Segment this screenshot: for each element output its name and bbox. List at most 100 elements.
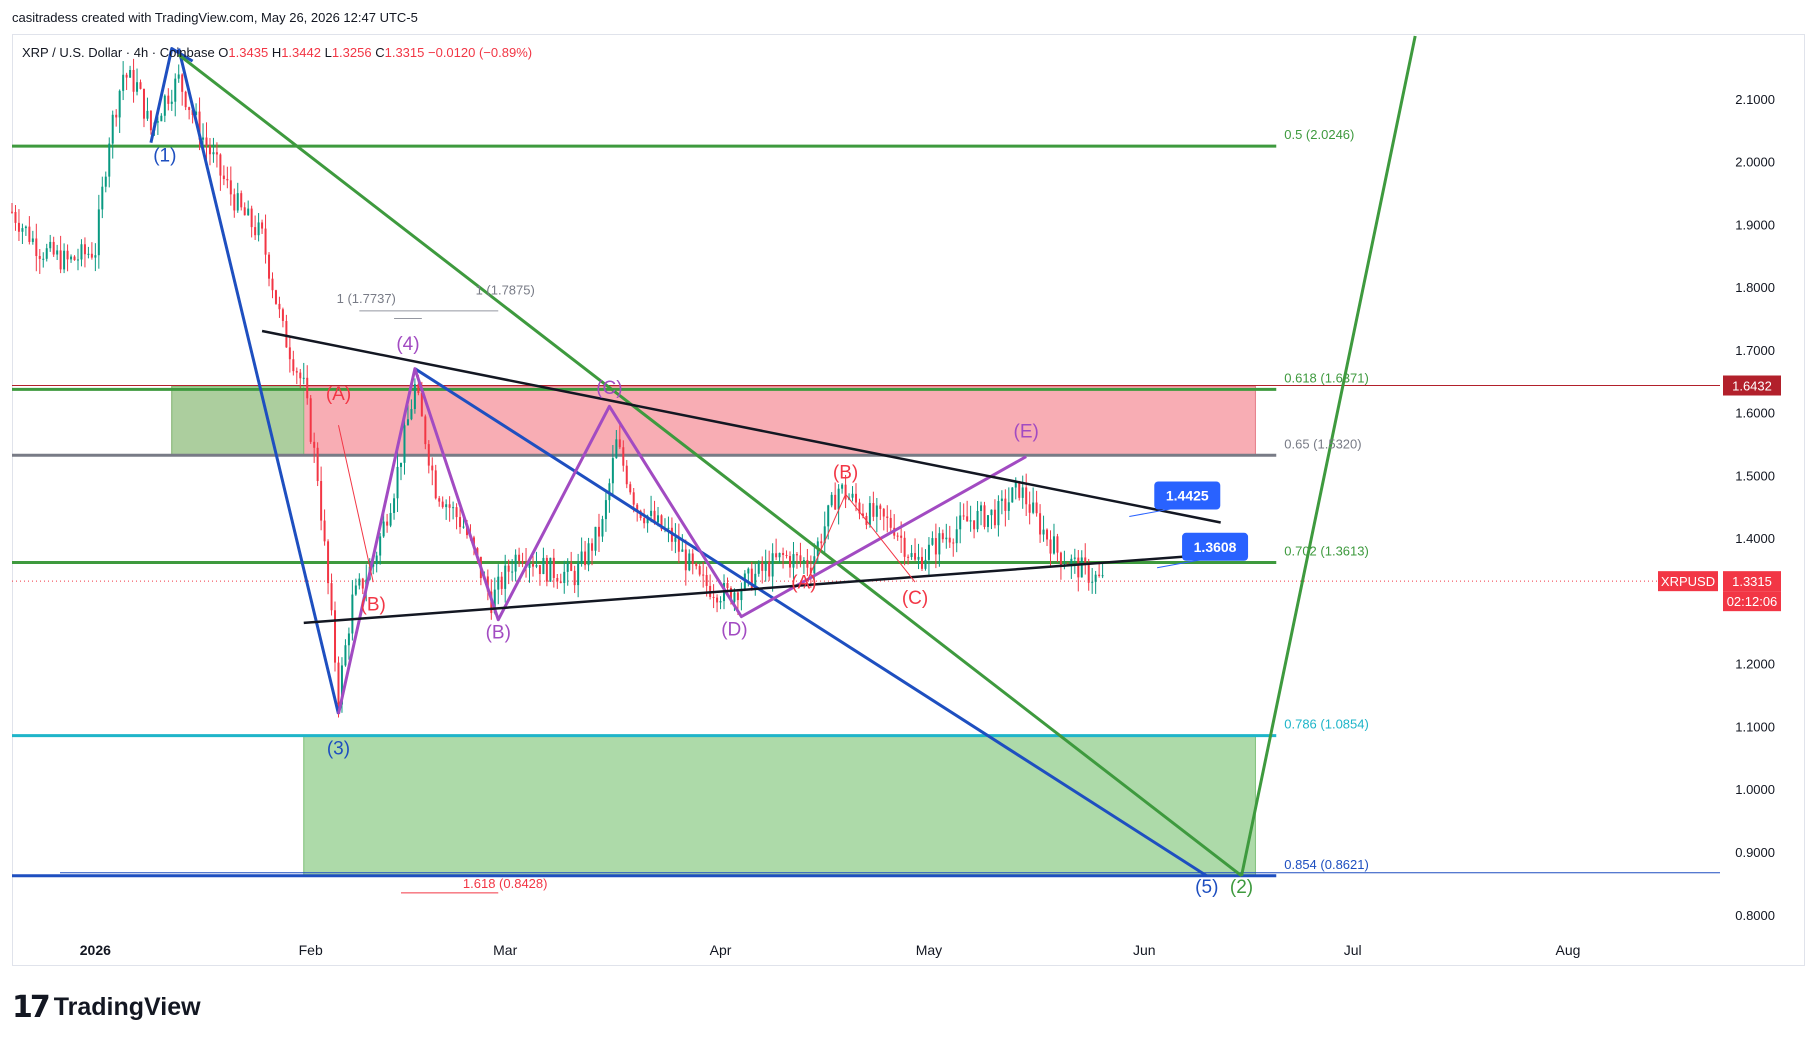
candle-body bbox=[917, 556, 920, 560]
sub-wave-line bbox=[337, 425, 374, 583]
wave-label: (B) bbox=[486, 623, 511, 644]
price-badge-label: 1.3315 bbox=[1732, 574, 1772, 589]
candle-body bbox=[257, 222, 260, 236]
candle-body bbox=[226, 178, 229, 181]
extension-label: 1 (1.7737) bbox=[337, 291, 396, 306]
candle-body bbox=[14, 211, 17, 223]
candle-body bbox=[834, 494, 837, 510]
candle-body bbox=[1084, 557, 1087, 563]
candle-body bbox=[104, 176, 107, 187]
candle-body bbox=[1070, 558, 1073, 567]
candle-body bbox=[910, 553, 913, 557]
lower-triangle-line bbox=[303, 552, 1221, 625]
candle-body bbox=[379, 536, 382, 556]
candle-body bbox=[174, 78, 177, 102]
candle-body bbox=[1077, 557, 1080, 578]
candle-body bbox=[222, 175, 225, 179]
candle-body bbox=[980, 505, 983, 511]
candle-body bbox=[653, 510, 656, 523]
wave-5-projection bbox=[414, 367, 1208, 878]
candle-body bbox=[247, 208, 250, 216]
candle-body bbox=[726, 583, 729, 589]
candle-body bbox=[420, 392, 423, 417]
candle-body bbox=[393, 498, 396, 513]
tradingview-logo[interactable]: 17 TradingView bbox=[12, 990, 201, 1025]
candle-body bbox=[861, 513, 864, 517]
candle-body bbox=[1004, 498, 1007, 511]
candle-body bbox=[528, 564, 531, 568]
candle-body bbox=[771, 553, 774, 577]
candle-body bbox=[302, 377, 305, 379]
y-tick-label: 1.9000 bbox=[1735, 217, 1775, 232]
y-tick-label: 1.0000 bbox=[1735, 782, 1775, 797]
candle-body bbox=[261, 222, 264, 229]
candle-body bbox=[632, 492, 635, 505]
y-tick-label: 1.8000 bbox=[1735, 280, 1775, 295]
y-tick-label: 1.1000 bbox=[1735, 719, 1775, 734]
candle-body bbox=[233, 194, 236, 211]
x-tick-label: Mar bbox=[493, 942, 517, 958]
candle-body bbox=[740, 588, 743, 601]
candle-body bbox=[504, 565, 507, 589]
candle-body bbox=[931, 538, 934, 545]
candle-body bbox=[775, 553, 778, 558]
candle-body bbox=[83, 244, 86, 255]
candle-body bbox=[802, 560, 805, 562]
candle-body bbox=[997, 501, 1000, 526]
candle-body bbox=[900, 535, 903, 538]
candle-body bbox=[441, 501, 444, 508]
candle-body bbox=[986, 515, 989, 527]
y-tick-label: 0.8000 bbox=[1735, 908, 1775, 923]
candle-body bbox=[903, 537, 906, 557]
candle-body bbox=[1035, 502, 1038, 514]
candle-body bbox=[941, 533, 944, 540]
high-label: H bbox=[271, 45, 282, 60]
symbol-legend[interactable]: XRP / U.S. Dollar · 4h · Coinbase O1.343… bbox=[22, 45, 532, 60]
wave-label: (A) bbox=[326, 384, 351, 405]
candle-body bbox=[361, 578, 364, 589]
wave-label: (4) bbox=[396, 334, 419, 355]
candle-body bbox=[90, 253, 93, 258]
candle-body bbox=[1021, 487, 1024, 498]
candle-body bbox=[837, 488, 840, 510]
candle-body bbox=[431, 465, 434, 471]
candle-body bbox=[42, 258, 45, 260]
candle-body bbox=[70, 256, 73, 260]
candle-body bbox=[1039, 513, 1042, 535]
candle-body bbox=[566, 562, 569, 572]
candle-body bbox=[896, 535, 899, 537]
candle-body bbox=[111, 114, 114, 144]
candle-body bbox=[320, 481, 323, 521]
candle-body bbox=[118, 90, 121, 118]
candle-body bbox=[274, 290, 277, 304]
candle-body bbox=[1049, 539, 1052, 554]
price-chart[interactable]: 0.5 (2.0246) 0.618 (1.6371) 0.65 (1.5320) 0… bbox=[0, 0, 1814, 980]
candle-body bbox=[1091, 581, 1094, 583]
candle-body bbox=[691, 553, 694, 564]
candle-body bbox=[695, 563, 698, 567]
candle-body bbox=[347, 633, 350, 646]
wave-label: (2) bbox=[1230, 877, 1253, 898]
candle-body bbox=[38, 256, 41, 259]
candle-body bbox=[268, 254, 271, 279]
countdown-label: 02:12:06 bbox=[1727, 594, 1778, 609]
x-tick-label: Aug bbox=[1556, 942, 1581, 958]
candle-body bbox=[799, 555, 802, 561]
y-tick-label: 1.2000 bbox=[1735, 657, 1775, 672]
fib-label: 0.5 (2.0246) bbox=[1284, 127, 1354, 142]
candle-body bbox=[674, 537, 677, 542]
change-value: −0.0120 (−0.89%) bbox=[428, 45, 533, 60]
candle-body bbox=[459, 517, 462, 528]
drawings bbox=[149, 35, 1417, 894]
candle-body bbox=[215, 152, 218, 155]
candle-body bbox=[521, 560, 524, 564]
candle-body bbox=[959, 515, 962, 530]
candle-body bbox=[292, 359, 295, 372]
candle-body bbox=[615, 439, 618, 459]
candle-body bbox=[875, 505, 878, 517]
x-tick-label: Jul bbox=[1344, 942, 1362, 958]
candle-body bbox=[768, 562, 771, 577]
candle-body bbox=[625, 465, 628, 485]
wave-label: (A) bbox=[791, 572, 816, 593]
candle-body bbox=[1011, 487, 1014, 503]
